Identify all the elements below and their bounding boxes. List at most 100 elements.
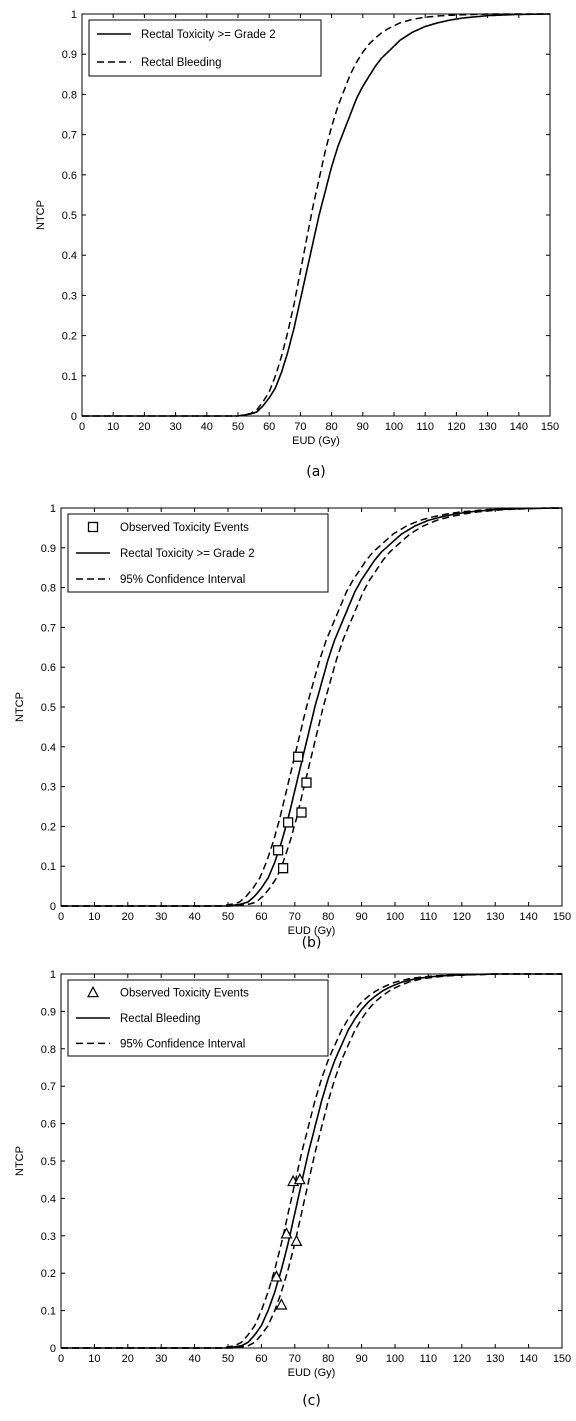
- x-tick-label: 120: [453, 911, 471, 923]
- x-tick-label: 110: [420, 1353, 438, 1365]
- observed-point: [275, 1298, 288, 1310]
- y-tick-label: 0.5: [41, 702, 56, 714]
- x-tick-label: 10: [107, 421, 119, 433]
- y-tick-label: 0.4: [41, 1193, 56, 1205]
- y-tick-label: 0.4: [41, 742, 56, 754]
- y-tick-label: 0.6: [62, 170, 77, 182]
- legend-label: 95% Confidence Interval: [120, 1038, 245, 1050]
- x-tick-label: 130: [486, 911, 504, 923]
- x-axis-label: EUD (Gy): [292, 435, 340, 447]
- y-tick-label: 0.2: [62, 331, 77, 343]
- x-tick-label: 20: [122, 1353, 134, 1365]
- x-tick-label: 20: [138, 421, 150, 433]
- legend-box: [88, 19, 322, 77]
- x-tick-label: 130: [478, 421, 496, 433]
- y-tick-label: 0.7: [41, 622, 56, 634]
- x-tick-label: 70: [289, 911, 301, 923]
- observed-point: [290, 1234, 303, 1247]
- y-tick-label: 0.8: [41, 583, 56, 595]
- x-tick-label: 90: [355, 1353, 367, 1365]
- y-tick-label: 1: [50, 969, 56, 981]
- ntcp-chart-c: 0 10 20 30 40 50 60 70 80 90 100 110 120 130 140 150 0 0.…: [14, 969, 571, 1409]
- y-tick-label: 0.9: [62, 49, 77, 61]
- observed-point: [293, 1172, 306, 1185]
- x-tick-label: 10: [88, 911, 100, 923]
- series-line-dashed: [61, 507, 562, 907]
- y-tick-label: 0.3: [41, 1231, 56, 1243]
- x-tick-label: 110: [416, 421, 434, 433]
- observed-point: [277, 863, 289, 874]
- x-axis-label: EUD (Gy): [288, 1367, 336, 1379]
- ntcp-chart-b: 0 10 20 30 40 50 60 70 80 90 100 110 120 130 140 150 0 0.…: [14, 503, 571, 951]
- legend-swatch-triangle: [87, 985, 99, 998]
- legend-label: Observed Toxicity Events: [120, 522, 249, 534]
- y-tick-label: 0.1: [41, 861, 56, 873]
- x-tick-label: 40: [188, 1353, 200, 1365]
- y-tick-label: 0.8: [41, 1044, 56, 1056]
- x-tick-label: 120: [453, 1353, 471, 1365]
- series-line-dashed: [82, 13, 550, 417]
- y-tick-label: 0.2: [41, 1268, 56, 1280]
- x-tick-label: 110: [420, 911, 438, 923]
- y-tick-label: 0.6: [41, 662, 56, 674]
- y-tick-label: 0: [50, 1343, 56, 1355]
- y-tick-label: 0.2: [41, 821, 56, 833]
- observed-point: [292, 751, 304, 762]
- y-tick-label: 0.9: [41, 543, 56, 555]
- y-tick-label: 0.1: [41, 1306, 56, 1318]
- x-tick-label: 130: [486, 1353, 504, 1365]
- legend-box: [67, 513, 329, 593]
- x-tick-label: 0: [58, 1353, 64, 1365]
- observed-point: [301, 777, 312, 788]
- legend-box: [67, 979, 329, 1057]
- x-tick-label: 30: [169, 421, 181, 433]
- y-tick-label: 0.7: [41, 1081, 56, 1093]
- x-tick-label: 140: [510, 421, 528, 433]
- chart-caption: (c): [302, 1393, 321, 1409]
- x-tick-label: 30: [155, 911, 167, 923]
- y-tick-label: 0: [71, 411, 77, 423]
- observed-point: [270, 1270, 283, 1282]
- x-tick-label: 90: [355, 911, 367, 923]
- x-tick-label: 60: [255, 1353, 267, 1365]
- x-tick-label: 0: [58, 911, 64, 923]
- x-tick-label: 150: [541, 421, 559, 433]
- y-axis-label: NTCP: [35, 200, 47, 230]
- x-tick-label: 90: [357, 421, 369, 433]
- legend-swatch-square: [87, 521, 99, 533]
- y-tick-label: 1: [71, 9, 77, 21]
- series-line-dashed: [61, 973, 562, 1349]
- x-tick-label: 150: [553, 1353, 571, 1365]
- y-tick-label: 0.3: [62, 290, 77, 302]
- x-tick-label: 100: [385, 421, 403, 433]
- x-tick-label: 60: [263, 421, 275, 433]
- x-tick-label: 30: [155, 1353, 167, 1365]
- y-tick-label: 0.5: [41, 1156, 56, 1168]
- legend-label: 95% Confidence Interval: [120, 574, 245, 586]
- y-tick-label: 0.3: [41, 782, 56, 794]
- x-tick-label: 150: [553, 911, 571, 923]
- y-axis-label: NTCP: [14, 692, 26, 722]
- x-tick-label: 120: [447, 421, 465, 433]
- legend-label: Rectal Toxicity >= Grade 2: [141, 29, 276, 41]
- x-tick-label: 140: [519, 911, 537, 923]
- y-tick-label: 0.6: [41, 1119, 56, 1131]
- x-tick-label: 50: [222, 1353, 234, 1365]
- x-tick-label: 140: [519, 1353, 537, 1365]
- x-tick-label: 100: [386, 1353, 404, 1365]
- y-axis-label: NTCP: [14, 1146, 26, 1176]
- x-tick-label: 60: [255, 911, 267, 923]
- x-axis-label: EUD (Gy): [288, 925, 336, 937]
- y-tick-label: 1: [50, 503, 56, 515]
- observed-point: [272, 845, 284, 856]
- x-tick-label: 100: [386, 911, 404, 923]
- observed-point: [296, 807, 307, 818]
- x-tick-label: 10: [88, 1353, 100, 1365]
- legend-label: Rectal Bleeding: [120, 1013, 201, 1025]
- y-tick-label: 0.7: [62, 130, 77, 142]
- y-tick-label: 0.1: [62, 371, 77, 383]
- legend-label: Rectal Toxicity >= Grade 2: [120, 548, 255, 560]
- x-tick-label: 40: [201, 421, 213, 433]
- x-tick-label: 20: [122, 911, 134, 923]
- legend-label: Observed Toxicity Events: [120, 988, 249, 1000]
